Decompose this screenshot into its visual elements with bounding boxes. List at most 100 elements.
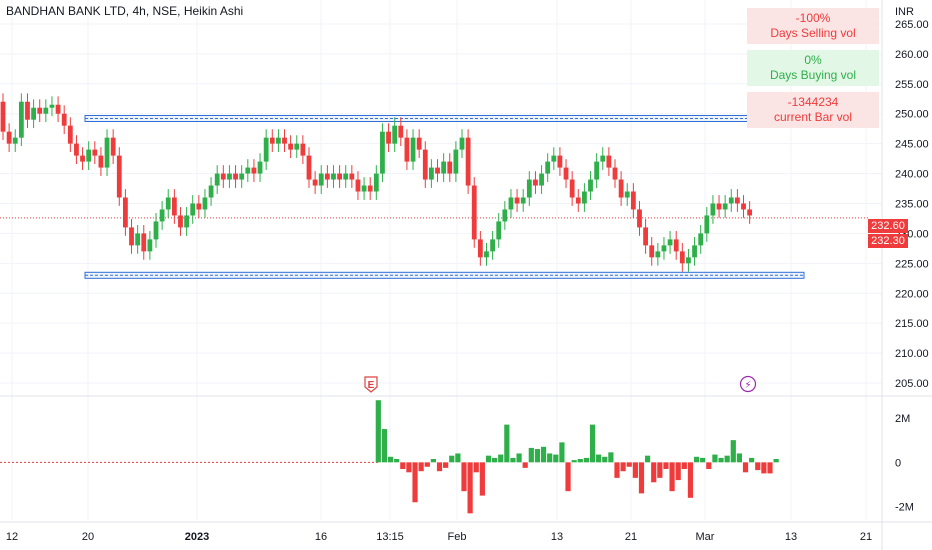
candle — [624, 183, 630, 206]
time-axis[interactable]: 12 20 2023 16 13:15 Feb 13 21 Mar 13 21 — [6, 531, 872, 543]
candle-body — [257, 161, 263, 174]
candle-body — [43, 107, 49, 114]
candle-body — [410, 137, 416, 162]
candle-body — [606, 155, 612, 168]
volume-bar — [767, 462, 773, 474]
candle — [171, 189, 177, 224]
volume-bar — [632, 462, 638, 478]
candle-body — [49, 104, 55, 108]
candle-body — [575, 197, 581, 204]
candle — [484, 242, 489, 266]
candle-body — [594, 161, 600, 180]
candle — [300, 135, 306, 164]
volume-bar — [424, 462, 430, 467]
price-tick-label: 250.00 — [895, 109, 929, 121]
candle — [735, 189, 740, 212]
candle-body — [141, 233, 147, 252]
candle-body — [123, 197, 128, 228]
candle — [276, 129, 281, 153]
candle — [459, 129, 465, 158]
price-tick-label: 255.00 — [895, 79, 929, 91]
candle — [704, 207, 710, 242]
candle-body — [545, 161, 551, 174]
volume-bar — [718, 457, 724, 463]
candle-body — [637, 209, 642, 228]
candle-body — [618, 179, 624, 198]
volume-bar — [436, 462, 443, 472]
dividend-marker[interactable]: ⚡ — [739, 375, 757, 393]
candle-body — [747, 209, 753, 216]
candle — [373, 165, 379, 200]
candle — [343, 165, 349, 188]
price-channel — [84, 115, 805, 279]
candle — [104, 129, 110, 176]
candle — [545, 153, 551, 182]
candle — [673, 231, 679, 260]
candle-body — [98, 155, 104, 168]
candle-body — [380, 131, 385, 174]
candle — [202, 189, 208, 218]
candle — [410, 129, 416, 170]
candle-body — [496, 221, 502, 240]
event-markers[interactable]: E ⚡ — [364, 375, 757, 393]
candle — [239, 165, 245, 188]
candle — [637, 201, 642, 236]
candle — [178, 207, 183, 236]
candle — [612, 159, 618, 188]
candle — [257, 153, 263, 182]
candle — [447, 153, 453, 182]
candle — [331, 165, 336, 188]
candle — [12, 129, 18, 153]
candle — [429, 159, 434, 188]
candle — [667, 231, 673, 254]
stat-selling-vol: -100% Days Selling vol — [747, 8, 879, 44]
candle — [575, 189, 581, 212]
volume-axis[interactable]: 2M 0 -2M — [895, 413, 914, 514]
candle-body — [686, 257, 691, 264]
candle — [61, 105, 67, 135]
candle-body — [318, 173, 324, 186]
candle-body — [557, 155, 563, 168]
candle-body — [563, 167, 569, 180]
candle-body — [741, 203, 746, 210]
volume-bar — [461, 462, 467, 492]
candle — [649, 237, 655, 266]
candle — [692, 237, 697, 266]
candle-body — [673, 239, 679, 252]
volume-bar — [638, 462, 645, 494]
candle — [0, 93, 6, 141]
volume-bar — [394, 459, 400, 463]
candle-body — [129, 227, 134, 246]
candle — [31, 99, 36, 129]
candle — [514, 189, 520, 212]
candle-body — [61, 113, 67, 126]
candle — [655, 242, 661, 266]
candle — [337, 165, 342, 188]
volume-bar — [467, 462, 473, 514]
candle — [539, 165, 544, 194]
candle-body — [569, 179, 575, 198]
volume-bar — [430, 459, 436, 463]
candle-body — [533, 179, 538, 186]
candle-body — [447, 161, 453, 174]
volume-bar — [742, 462, 749, 473]
candle-body — [0, 101, 6, 132]
time-tick-label: 13:15 — [376, 531, 404, 543]
stat-selling-value: -100% — [795, 11, 831, 25]
candle-body — [453, 149, 459, 174]
candle-body — [116, 155, 122, 198]
candle — [582, 183, 587, 212]
price-tick-label: 245.00 — [895, 139, 929, 151]
candle-body — [459, 137, 465, 150]
candle — [716, 195, 722, 218]
earnings-marker[interactable]: E — [364, 376, 378, 393]
candle-body — [343, 173, 349, 180]
candle — [594, 153, 600, 188]
candle-body — [514, 197, 520, 204]
candle — [116, 147, 122, 206]
candle-body — [490, 239, 495, 252]
candle-body — [276, 137, 281, 144]
stat-buying-label: Days Buying vol — [769, 68, 857, 82]
